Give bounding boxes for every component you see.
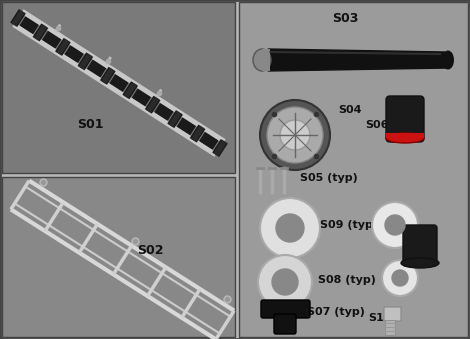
Text: S08 (typ): S08 (typ) [318, 275, 376, 285]
Circle shape [260, 100, 330, 170]
Bar [239, 2, 468, 337]
FancyBboxPatch shape [403, 225, 437, 266]
Circle shape [267, 107, 323, 163]
Polygon shape [200, 133, 218, 149]
Circle shape [382, 260, 418, 296]
Text: S01: S01 [77, 119, 103, 132]
Polygon shape [268, 49, 450, 71]
Bar [2, 177, 235, 337]
Text: S02: S02 [137, 243, 163, 257]
Text: S05 (typ): S05 (typ) [300, 173, 358, 183]
Text: S03: S03 [332, 12, 358, 24]
Text: S06: S06 [365, 120, 389, 130]
Polygon shape [110, 75, 128, 91]
Bar [262, 49, 270, 71]
Ellipse shape [401, 258, 439, 268]
Circle shape [385, 215, 405, 235]
Polygon shape [133, 89, 150, 106]
Polygon shape [20, 17, 38, 34]
Circle shape [392, 270, 408, 286]
Polygon shape [43, 32, 61, 48]
Polygon shape [88, 60, 105, 77]
FancyBboxPatch shape [386, 96, 424, 142]
Bar [385, 320, 395, 335]
Ellipse shape [386, 133, 424, 143]
Circle shape [260, 198, 320, 258]
Ellipse shape [442, 51, 454, 69]
Circle shape [272, 269, 298, 295]
Text: S09 (typ): S09 (typ) [320, 220, 378, 230]
FancyBboxPatch shape [384, 307, 401, 321]
Bar [386, 133, 424, 138]
FancyBboxPatch shape [261, 300, 310, 318]
Polygon shape [65, 46, 83, 62]
Circle shape [258, 255, 312, 309]
Ellipse shape [253, 49, 271, 71]
FancyBboxPatch shape [274, 314, 296, 334]
Polygon shape [178, 118, 195, 135]
Text: S04: S04 [338, 105, 361, 115]
Circle shape [280, 120, 310, 150]
Circle shape [372, 202, 418, 248]
Text: S07 (typ): S07 (typ) [307, 307, 365, 317]
Bar [2, 2, 235, 173]
Text: S10: S10 [368, 313, 392, 323]
Circle shape [276, 214, 304, 242]
Polygon shape [155, 104, 173, 120]
